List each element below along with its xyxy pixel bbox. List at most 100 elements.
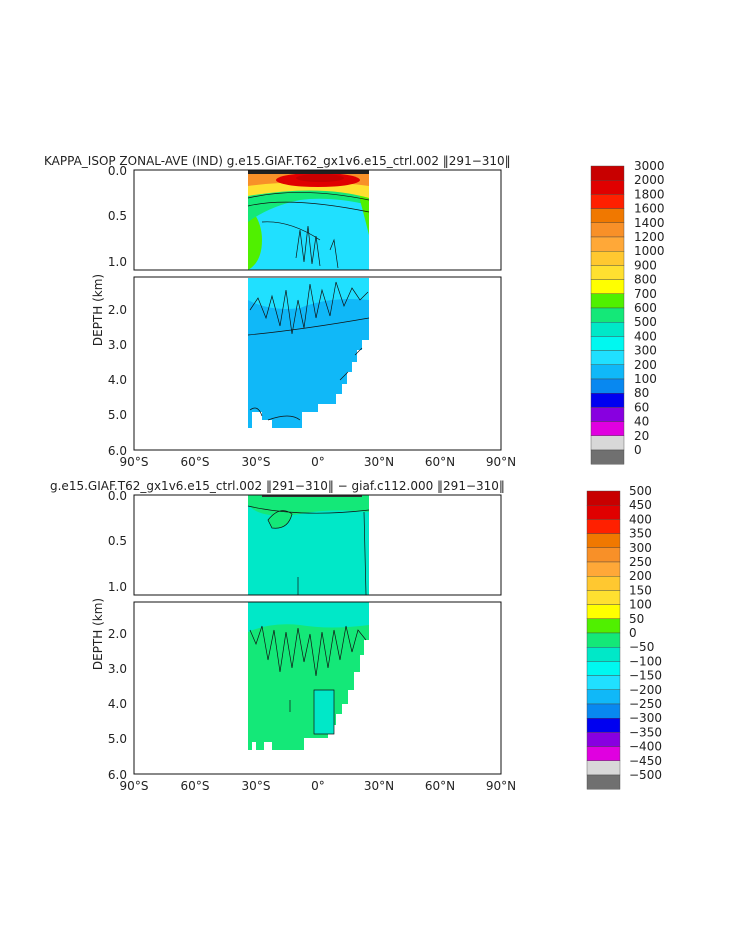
colorbar-level-label: 500 — [634, 315, 657, 329]
colorbar-swatch — [586, 505, 621, 520]
p1-xtick-label: 30°N — [364, 455, 394, 469]
p2-xtick-label: 60°N — [425, 779, 455, 793]
colorbar-swatch — [590, 322, 625, 337]
p1-upper-green-left — [248, 206, 262, 270]
colorbar-level-label: 400 — [634, 329, 657, 343]
p1-ytick-label: 2.0 — [108, 303, 127, 317]
colorbar-swatch — [586, 590, 621, 605]
panel-1-axes — [133, 169, 502, 451]
colorbar-level-label: 0 — [629, 626, 637, 640]
p1-xtick-label: 90°N — [486, 455, 516, 469]
colorbar-level-label: −100 — [629, 654, 662, 668]
colorbar-swatch — [586, 732, 621, 747]
panel-2-upper-data — [247, 495, 370, 596]
colorbar-swatch — [586, 718, 621, 733]
p2-upper-green-blob — [268, 510, 292, 529]
colorbar-swatch — [590, 378, 625, 394]
panel-1-colorbar: 3000200018001600140012001000900800700600… — [590, 159, 665, 465]
colorbar-swatch — [590, 293, 625, 309]
colorbar-swatch — [590, 364, 625, 380]
p1-xtick-label: 60°S — [181, 455, 210, 469]
p2-ytick-label: 6.0 — [108, 768, 127, 782]
colorbar-swatch — [586, 533, 621, 548]
colorbar-swatch — [590, 307, 625, 323]
panel-1: KAPPA_ISOP ZONAL-AVE (IND) g.e15.GIAF.T6… — [44, 154, 665, 469]
p2-lower-cyan-top — [248, 602, 369, 632]
colorbar-level-label: 1400 — [634, 216, 665, 230]
p1-ytick-label: 5.0 — [108, 408, 127, 422]
p1-ytick-label: 1.0 — [108, 255, 127, 269]
colorbar-level-label: 400 — [629, 512, 652, 526]
p2-ytick-label: 3.0 — [108, 662, 127, 676]
colorbar-level-label: 300 — [629, 541, 652, 555]
p2-ytick-label: 0.5 — [108, 534, 127, 548]
panel-2-lower-data — [248, 602, 369, 750]
colorbar-swatch — [586, 661, 621, 676]
p1-xtick-label: 0° — [311, 455, 325, 469]
colorbar-swatch — [586, 689, 621, 705]
p1-y-axis-label: DEPTH (km) — [91, 274, 105, 346]
colorbar-level-label: 600 — [634, 301, 657, 315]
p2-lower-box — [314, 690, 334, 734]
p1-xtick-label: 30°S — [242, 455, 271, 469]
p2-xtick-label: 30°S — [242, 779, 271, 793]
colorbar-level-label: 450 — [629, 498, 652, 512]
p1-ytick-label: 6.0 — [108, 444, 127, 458]
colorbar-level-label: 1000 — [634, 244, 665, 258]
colorbar-level-label: 20 — [634, 429, 649, 443]
p2-xtick-label: 30°N — [364, 779, 394, 793]
colorbar-swatch — [590, 208, 625, 224]
p1-xtick-label: 60°N — [425, 455, 455, 469]
p1-lower-contours — [247, 281, 370, 421]
panel-1-title: KAPPA_ISOP ZONAL-AVE (IND) g.e15.GIAF.T6… — [44, 154, 511, 168]
p1-upper-teal-band — [248, 188, 369, 222]
panel-2: g.e15.GIAF.T62_gx1v6.e15_ctrl.002 ‖291−3… — [50, 479, 662, 793]
colorbar-swatch — [586, 604, 621, 619]
colorbar-swatch — [590, 449, 625, 465]
colorbar-swatch — [586, 547, 621, 563]
colorbar-swatch — [590, 279, 625, 295]
p1-lower-blue — [248, 278, 369, 428]
p2-y-ticks: 0.0 0.5 1.0 2.0 3.0 4.0 5.0 6.0 — [108, 489, 127, 782]
colorbar-level-label: 80 — [634, 386, 649, 400]
p2-ytick-label: 1.0 — [108, 580, 127, 594]
p2-ytick-label: 2.0 — [108, 627, 127, 641]
colorbar-level-label: −50 — [629, 640, 654, 654]
p2-upper-frame — [133, 494, 502, 596]
p1-x-ticks: 90°S 60°S 30°S 0° 30°N 60°N 90°N — [120, 455, 517, 469]
p1-ytick-label: 3.0 — [108, 338, 127, 352]
colorbar-level-label: 300 — [634, 344, 657, 358]
p2-lower-frame — [133, 601, 502, 775]
colorbar-level-label: 700 — [634, 287, 657, 301]
colorbar-swatch — [586, 746, 621, 761]
panel-2-colorbar: 500450400350300250200150100500−50−100−15… — [586, 484, 662, 790]
colorbar-level-label: 2000 — [634, 173, 665, 187]
colorbar-swatch — [590, 165, 625, 181]
p1-ytick-label: 0.5 — [108, 209, 127, 223]
colorbar-level-label: 500 — [629, 484, 652, 498]
panel-2-axes — [133, 494, 502, 775]
colorbar-level-label: 200 — [634, 358, 657, 372]
colorbar-level-label: 60 — [634, 400, 649, 414]
p1-y-ticks: 0.0 0.5 1.0 2.0 3.0 4.0 5.0 6.0 — [108, 164, 127, 458]
p1-ytick-label: 0.0 — [108, 164, 127, 178]
p2-x-ticks: 90°S 60°S 30°S 0° 30°N 60°N 90°N — [120, 779, 517, 793]
p2-xtick-label: 90°S — [120, 779, 149, 793]
colorbar-swatch — [586, 760, 621, 776]
colorbar-level-label: −150 — [629, 669, 662, 683]
colorbar-level-label: 1200 — [634, 230, 665, 244]
colorbar-level-label: −500 — [629, 768, 662, 782]
p2-ytick-label: 0.0 — [108, 489, 127, 503]
colorbar-swatch — [586, 618, 621, 634]
p2-lower-green — [248, 602, 369, 750]
colorbar-level-label: 200 — [629, 569, 652, 583]
p1-upper-frame — [133, 169, 502, 271]
colorbar-swatch — [590, 393, 625, 408]
colorbar-level-label: −250 — [629, 697, 662, 711]
colorbar-level-label: −350 — [629, 725, 662, 739]
colorbar-swatch — [586, 774, 621, 790]
colorbar-level-label: −200 — [629, 683, 662, 697]
colorbar-level-label: 100 — [629, 598, 652, 612]
colorbar-swatch — [586, 561, 621, 577]
